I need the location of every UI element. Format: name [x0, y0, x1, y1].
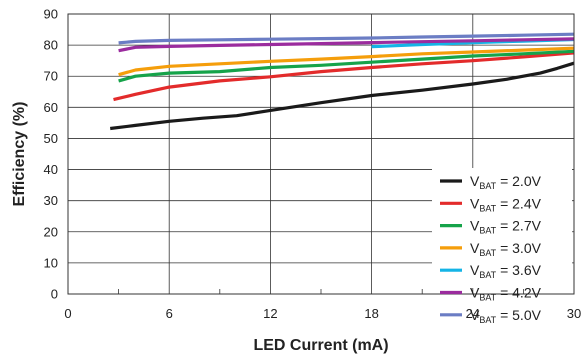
y-axis-title: Efficiency (%) — [11, 102, 28, 207]
series-line-0 — [110, 61, 575, 131]
tick-labels: 0 10 20 30 40 50 60 70 80 90 0 6 12 18 24 30 — [44, 7, 582, 322]
series-line-6 — [118, 32, 575, 45]
y-tick-label: 60 — [44, 100, 58, 115]
series-line-1 — [113, 51, 575, 102]
x-tick-label: 0 — [64, 306, 71, 321]
y-tick-label: 70 — [44, 69, 58, 84]
legend-label-4: VBAT = 3.6V — [470, 262, 542, 280]
y-tick-label: 40 — [44, 162, 58, 177]
x-tick-label: 18 — [364, 306, 378, 321]
y-tick-label: 90 — [44, 7, 58, 22]
y-tick-label: 80 — [44, 38, 58, 53]
y-tick-label: 30 — [44, 193, 58, 208]
legend-label-2: VBAT = 2.7V — [470, 218, 542, 236]
y-tick-label: 50 — [44, 131, 58, 146]
x-tick-label: 24 — [466, 306, 480, 321]
series-line-5 — [118, 37, 575, 53]
legend-label-5: VBAT = 4.2V — [470, 285, 542, 303]
plot-frame — [67, 13, 575, 295]
legend-label-3: VBAT = 3.0V — [470, 240, 542, 258]
series-lines — [110, 32, 575, 131]
series-line-2 — [118, 49, 575, 83]
legend-label-0: VBAT = 2.0V — [470, 173, 542, 191]
x-tick-label: 6 — [166, 306, 173, 321]
x-tick-label: 12 — [263, 306, 277, 321]
legend-box — [432, 168, 572, 288]
legend: VBAT = 2.0V VBAT = 2.4V VBAT = 2.7V VBAT = … — [432, 168, 572, 325]
series-line-3 — [118, 46, 575, 77]
y-tick-label: 0 — [51, 287, 58, 302]
legend-label-1: VBAT = 2.4V — [470, 195, 542, 213]
x-tick-label: 30 — [567, 306, 581, 321]
y-tick-label: 20 — [44, 224, 58, 239]
legend-label-6: VBAT = 5.0V — [470, 307, 542, 325]
x-axis-title: LED Current (mA) — [253, 337, 388, 354]
y-tick-label: 10 — [44, 255, 58, 270]
